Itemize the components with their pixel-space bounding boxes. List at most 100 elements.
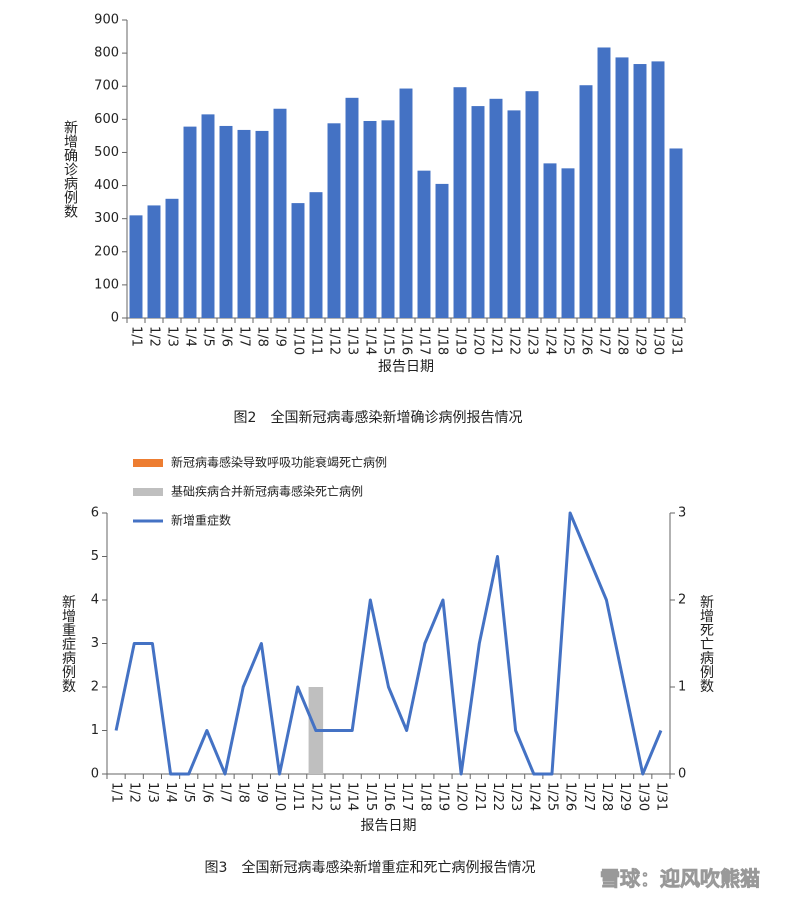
bar bbox=[165, 198, 179, 318]
bar bbox=[147, 205, 161, 318]
x-tick-label: 1/1 bbox=[129, 326, 144, 347]
x-tick-label: 1/6 bbox=[219, 326, 234, 347]
y2-tick-label: 3 bbox=[678, 506, 686, 521]
x-tick-label: 1/30 bbox=[635, 782, 650, 811]
legend-label: 基础疾病合并新冠病毒感染死亡病例 bbox=[171, 484, 363, 499]
x-tick-label: 1/17 bbox=[417, 326, 432, 355]
bar bbox=[615, 57, 629, 318]
x-tick-label: 1/2 bbox=[127, 782, 142, 803]
x-tick-label: 1/21 bbox=[472, 782, 487, 811]
bar bbox=[525, 91, 539, 318]
y-tick-label: 2 bbox=[91, 680, 99, 695]
bar bbox=[273, 108, 287, 318]
bar bbox=[381, 120, 395, 319]
x-tick-label: 1/31 bbox=[653, 782, 668, 811]
bar bbox=[129, 215, 143, 318]
x-tick-label: 1/31 bbox=[669, 326, 684, 355]
x-tick-label: 1/29 bbox=[633, 326, 648, 355]
x-tick-label: 1/11 bbox=[290, 782, 305, 811]
y2-tick-label: 2 bbox=[678, 593, 686, 608]
bar bbox=[183, 126, 197, 319]
x-tick-label: 1/2 bbox=[147, 326, 162, 347]
bar bbox=[669, 148, 683, 318]
x-tick-label: 1/15 bbox=[381, 326, 396, 355]
x-tick-label: 1/25 bbox=[561, 326, 576, 355]
y-tick-label: 1 bbox=[91, 723, 99, 738]
x-tick-label: 1/19 bbox=[453, 326, 468, 355]
bar bbox=[453, 87, 467, 319]
line bbox=[114, 511, 663, 776]
x-tick-label: 1/15 bbox=[363, 782, 378, 811]
x-tick-label: 1/23 bbox=[508, 782, 523, 811]
y-tick-label: 900 bbox=[94, 13, 119, 28]
x-tick-label: 1/28 bbox=[615, 326, 630, 355]
legend-label: 新增重症数 bbox=[171, 513, 231, 528]
bar bbox=[201, 114, 215, 318]
bar bbox=[651, 61, 665, 319]
y2-axis-label: 新增死亡病例数 bbox=[698, 595, 714, 693]
bar bbox=[345, 97, 359, 318]
x-tick-label: 1/17 bbox=[399, 782, 414, 811]
legend-swatch bbox=[133, 459, 163, 467]
x-tick-label: 1/9 bbox=[273, 326, 288, 347]
x-tick-label: 1/4 bbox=[163, 782, 178, 803]
x-tick-label: 1/23 bbox=[525, 326, 540, 355]
watermark: 雪球：迎风吹熊猫 bbox=[600, 867, 760, 891]
x-tick-label: 1/8 bbox=[255, 326, 270, 347]
x-tick-label: 1/14 bbox=[345, 782, 360, 811]
x-tick-label: 1/27 bbox=[597, 326, 612, 355]
x-tick-label: 1/10 bbox=[291, 326, 306, 355]
y-tick-label: 800 bbox=[94, 46, 119, 61]
y-tick-label: 0 bbox=[111, 311, 119, 326]
x-tick-label: 1/16 bbox=[399, 326, 414, 355]
y-tick-label: 600 bbox=[94, 112, 119, 127]
x-tick-label: 1/12 bbox=[308, 782, 323, 811]
bar bbox=[417, 170, 431, 318]
y-tick-label: 500 bbox=[94, 145, 119, 160]
y-tick-label: 200 bbox=[94, 244, 119, 259]
x-tick-label: 1/29 bbox=[617, 782, 632, 811]
x-tick-label: 1/11 bbox=[309, 326, 324, 355]
y-tick-label: 300 bbox=[94, 211, 119, 226]
y-tick-label: 4 bbox=[91, 593, 99, 608]
x-tick-label: 1/12 bbox=[327, 326, 342, 355]
y-tick-label: 700 bbox=[94, 79, 119, 94]
bar bbox=[237, 129, 251, 318]
x-tick-label: 1/9 bbox=[254, 782, 269, 803]
bar bbox=[597, 47, 611, 318]
x-tick-label: 1/8 bbox=[236, 782, 251, 803]
bar bbox=[489, 98, 503, 318]
x-tick-label: 1/14 bbox=[363, 326, 378, 355]
y-tick-label: 6 bbox=[91, 506, 99, 521]
bar bbox=[399, 88, 413, 318]
x-tick-label: 1/28 bbox=[599, 782, 614, 811]
x-tick-label: 1/13 bbox=[345, 326, 360, 355]
x-tick-label: 1/3 bbox=[165, 326, 180, 347]
y-tick-label: 5 bbox=[91, 549, 99, 564]
x-tick-label: 1/7 bbox=[237, 326, 252, 347]
x-tick-label: 1/13 bbox=[327, 782, 342, 811]
x-tick-label: 1/5 bbox=[201, 326, 216, 347]
x-axis-label: 报告日期 bbox=[378, 359, 434, 375]
x-tick-label: 1/5 bbox=[181, 782, 196, 803]
x-tick-label: 1/10 bbox=[272, 782, 287, 811]
caption: 图2 全国新冠病毒感染新增确诊病例报告情况 bbox=[234, 409, 523, 426]
bar bbox=[471, 106, 485, 318]
x-tick-label: 1/7 bbox=[218, 782, 233, 803]
x-tick-label: 1/27 bbox=[581, 782, 596, 811]
x-tick-label: 1/1 bbox=[109, 782, 124, 803]
caption: 图3 全国新冠病毒感染新增重症和死亡病例报告情况 bbox=[205, 859, 536, 876]
bar bbox=[219, 125, 233, 318]
x-tick-label: 1/16 bbox=[381, 782, 396, 811]
x-tick-label: 1/26 bbox=[579, 326, 594, 355]
x-tick-label: 1/18 bbox=[417, 782, 432, 811]
bar bbox=[507, 110, 521, 318]
y-tick-label: 400 bbox=[94, 178, 119, 193]
x-tick-label: 1/20 bbox=[471, 326, 486, 355]
y2-tick-label: 1 bbox=[678, 680, 686, 695]
bar bbox=[543, 163, 557, 318]
x-axis-label: 报告日期 bbox=[361, 818, 417, 834]
bar bbox=[327, 123, 341, 318]
bar bbox=[435, 183, 449, 318]
